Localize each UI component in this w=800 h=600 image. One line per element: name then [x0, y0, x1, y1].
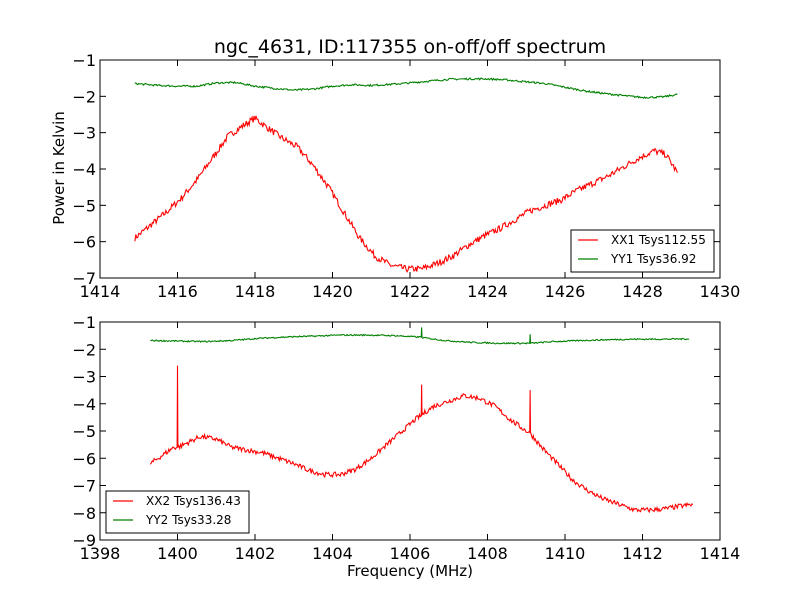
- top-legend: XX1 Tsys112.55 YY1 Tsys36.92: [570, 229, 715, 273]
- bottom-y-tick-label: −3: [72, 368, 96, 387]
- top-legend-box: [570, 229, 715, 273]
- bottom-y-tick-label: −6: [72, 449, 96, 468]
- top-y-tick-label: −7: [72, 269, 96, 288]
- top-series-group: [134, 77, 678, 273]
- top-y-axis-label: Power in Kelvin: [50, 111, 68, 225]
- top-x-tick-label: 1424: [467, 282, 508, 301]
- top-legend-label-xx1: XX1 Tsys112.55: [611, 233, 706, 247]
- top-chart-title: ngc_4631, ID:117355 on-off/off spectrum: [214, 36, 606, 58]
- bottom-x-tick-label: 1414: [700, 544, 741, 563]
- bottom-x-tick-label: 1402: [235, 544, 276, 563]
- bottom-y-tick-label: −1: [72, 313, 96, 332]
- top-plot-frame: [99, 59, 721, 279]
- bottom-axis-ticks: 1398 1400 1402 1404 1406 1408 1410 1412 1414 −1 −2…: [72, 313, 740, 563]
- top-x-tick-label: 1418: [235, 282, 276, 301]
- bottom-x-tick-label: 1400: [157, 544, 198, 563]
- bottom-series-line-2: [150, 327, 690, 345]
- top-x-tick-label: 1416: [157, 282, 198, 301]
- top-series-line-1: [134, 115, 678, 273]
- top-series-line-2: [134, 77, 678, 100]
- top-y-tick-label: −3: [72, 124, 96, 143]
- bottom-y-tick-label: −8: [72, 504, 96, 523]
- bottom-x-tick-label: 1406: [390, 544, 431, 563]
- bottom-legend: XX2 Tsys136.43 YY2 Tsys33.28: [105, 490, 250, 534]
- bottom-x-tick-label: 1408: [467, 544, 508, 563]
- bottom-y-tick-label: −9: [72, 531, 96, 550]
- bottom-legend-label-xx2: XX2 Tsys136.43: [146, 494, 241, 508]
- top-y-tick-label: −5: [72, 196, 96, 215]
- bottom-panel: Frequency (MHz) 1398 1400 1402 1404 1406 1408…: [72, 313, 740, 580]
- bottom-x-axis-label: Frequency (MHz): [347, 562, 473, 580]
- top-x-tick-label: 1430: [700, 282, 741, 301]
- bottom-legend-label-yy2: YY2 Tsys33.28: [145, 513, 231, 527]
- top-y-tick-label: −1: [72, 51, 96, 70]
- bottom-y-tick-label: −5: [72, 422, 96, 441]
- bottom-series-line-1: [149, 365, 694, 514]
- top-panel: ngc_4631, ID:117355 on-off/off spectrum …: [50, 36, 740, 301]
- top-y-tick-label: −4: [72, 160, 96, 179]
- bottom-legend-box: [105, 490, 250, 534]
- bottom-x-tick-label: 1404: [312, 544, 353, 563]
- bottom-series-group: [149, 327, 694, 514]
- top-axis-ticks: 1414 1416 1418 1420 1422 1424 1426 1428 1430 −1 −2…: [72, 51, 740, 301]
- bottom-y-tick-label: −4: [72, 395, 96, 414]
- top-x-tick-label: 1414: [80, 282, 121, 301]
- top-legend-label-yy1: YY1 Tsys36.92: [610, 252, 696, 266]
- top-x-tick-label: 1428: [622, 282, 663, 301]
- bottom-x-tick-label: 1412: [622, 544, 663, 563]
- bottom-y-tick-label: −2: [72, 340, 96, 359]
- bottom-x-tick-label: 1398: [80, 544, 121, 563]
- bottom-x-tick-label: 1410: [545, 544, 586, 563]
- bottom-y-tick-label: −7: [72, 477, 96, 496]
- top-x-tick-label: 1422: [390, 282, 431, 301]
- top-y-tick-label: −6: [72, 233, 96, 252]
- top-y-tick-label: −2: [72, 87, 96, 106]
- bottom-plot-frame: [99, 321, 721, 541]
- top-x-tick-label: 1420: [312, 282, 353, 301]
- top-x-tick-label: 1426: [545, 282, 586, 301]
